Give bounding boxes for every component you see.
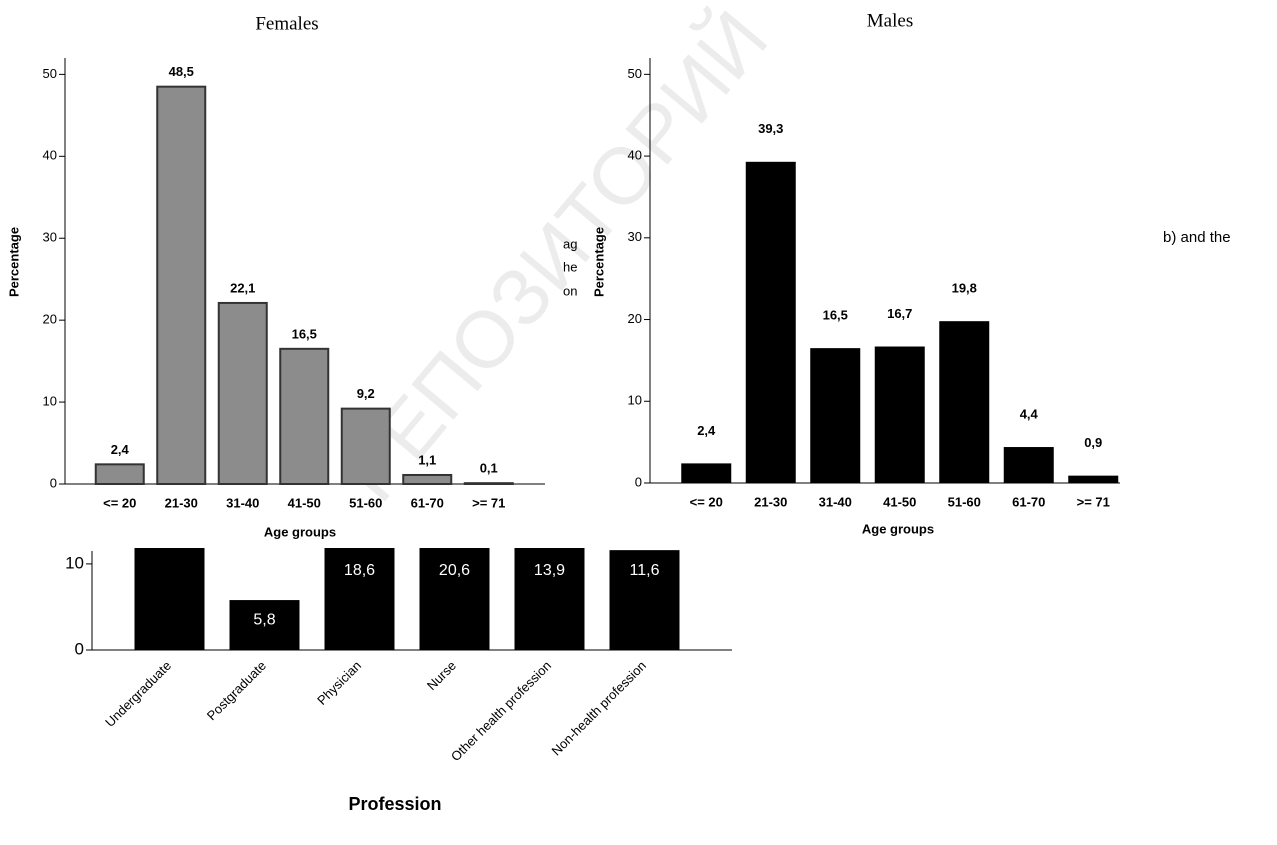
x-tick-label: <= 20	[103, 495, 136, 510]
text-fragment: he	[563, 259, 577, 274]
x-axis-label: Age groups	[264, 524, 336, 539]
text-fragment: b) and the	[1163, 229, 1231, 246]
bar	[463, 482, 514, 485]
value-label: 2,4	[111, 442, 130, 457]
x-tick-label: <= 20	[690, 494, 723, 509]
x-tick-label: 31-40	[819, 494, 852, 509]
y-tick-label: 0	[75, 639, 84, 658]
bar	[402, 473, 453, 486]
chart-title: Females	[255, 13, 318, 34]
bar	[1003, 447, 1054, 483]
x-tick-label: Physician	[314, 658, 364, 708]
y-tick-label: 50	[43, 66, 57, 81]
x-tick-label: Undergraduate	[102, 658, 174, 730]
value-label: 11,6	[630, 562, 660, 579]
x-tick-label: 21-30	[754, 494, 787, 509]
bar	[134, 548, 205, 650]
y-tick-label: 50	[628, 66, 642, 81]
y-tick-label: 30	[628, 229, 642, 244]
bar	[874, 346, 925, 483]
x-tick-label: >= 71	[472, 495, 505, 510]
bar	[156, 85, 207, 486]
x-axis-label: Age groups	[862, 521, 934, 536]
y-tick-label: 40	[43, 148, 57, 163]
text-fragment: ag	[563, 236, 577, 251]
value-label: 39,3	[758, 121, 783, 136]
value-label: 4,4	[1020, 406, 1039, 421]
value-label: 16,7	[887, 306, 912, 321]
bar	[229, 600, 300, 650]
bar	[939, 321, 990, 483]
y-tick-label: 10	[43, 394, 57, 409]
bar	[340, 407, 391, 485]
value-label: 48,5	[169, 64, 194, 79]
bars	[134, 548, 680, 650]
bar	[609, 550, 680, 650]
y-tick-label: 10	[65, 553, 84, 572]
y-tick-label: 40	[628, 148, 642, 163]
y-tick-label: 30	[43, 230, 57, 245]
y-axis-label: Percentage	[591, 227, 606, 297]
x-tick-label: Nurse	[424, 658, 459, 693]
x-tick-label: >= 71	[1077, 494, 1110, 509]
value-label: 2,4	[697, 423, 716, 438]
value-label: 22,1	[230, 280, 255, 295]
value-label: 13,9	[534, 562, 565, 579]
y-tick-label: 20	[628, 311, 642, 326]
x-tick-label: 61-70	[1012, 494, 1045, 509]
y-tick-label: 0	[635, 474, 642, 489]
x-tick-label: Non-health profession	[548, 658, 649, 759]
bar	[514, 548, 585, 650]
y-tick-label: 0	[50, 475, 57, 490]
x-tick-label: Other health profession	[448, 658, 554, 764]
bar	[681, 463, 732, 483]
x-tick-label: 41-50	[883, 494, 916, 509]
x-tick-label: 51-60	[948, 494, 981, 509]
bar	[810, 348, 861, 483]
bar	[279, 347, 330, 486]
watermark: РЕПОЗИТОРИЙ	[325, 0, 785, 517]
value-label: 9,2	[357, 386, 375, 401]
y-axis-label: Percentage	[6, 227, 21, 297]
x-tick-label: 41-50	[288, 495, 321, 510]
value-label: 20,6	[439, 562, 470, 579]
value-label: 18,6	[344, 562, 375, 579]
value-label: 5,8	[253, 611, 275, 628]
x-axis-label: Profession	[348, 794, 441, 814]
value-label: 0,9	[1084, 435, 1102, 450]
value-label: 0,1	[480, 461, 498, 476]
x-tick-label: Postgraduate	[204, 658, 269, 723]
bar	[324, 548, 395, 650]
x-tick-label: 31-40	[226, 495, 259, 510]
text-fragment: on	[563, 283, 577, 298]
value-label: 1,1	[418, 452, 436, 467]
bar	[1068, 475, 1119, 483]
chart-title: Males	[867, 10, 913, 31]
x-tick-label: 21-30	[165, 495, 198, 510]
x-tick-label: 61-70	[411, 495, 444, 510]
value-label: 16,5	[292, 326, 317, 341]
x-tick-label: 51-60	[349, 495, 382, 510]
bar	[419, 548, 490, 650]
bar	[94, 463, 145, 486]
y-tick-label: 20	[43, 312, 57, 327]
bar	[745, 161, 796, 483]
bar	[217, 301, 268, 486]
value-label: 19,8	[952, 281, 977, 296]
value-label: 16,5	[823, 308, 848, 323]
y-tick-label: 10	[628, 393, 642, 408]
